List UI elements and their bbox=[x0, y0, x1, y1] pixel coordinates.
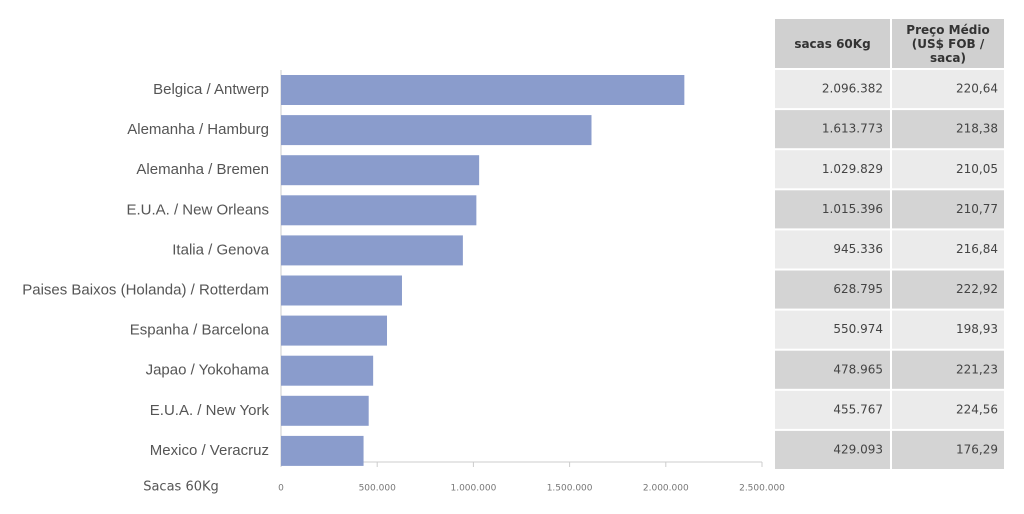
table-price: 210,05 bbox=[956, 162, 998, 176]
bar bbox=[281, 275, 402, 306]
table-price: 220,64 bbox=[956, 82, 998, 96]
table-cell bbox=[775, 270, 890, 309]
category-label: E.U.A. / New York bbox=[150, 402, 270, 419]
table-header: sacas 60Kg bbox=[794, 36, 871, 51]
x-tick-label: 500.000 bbox=[359, 484, 396, 494]
table-header: Preço Médio (US$ FOB / saca) bbox=[906, 22, 990, 65]
x-tick-label: 2.000.000 bbox=[643, 484, 689, 494]
table-cell bbox=[775, 390, 890, 429]
x-tick-label: 0 bbox=[278, 484, 284, 494]
bar bbox=[281, 115, 592, 146]
bar bbox=[281, 235, 463, 266]
bar bbox=[281, 75, 685, 105]
bar bbox=[281, 155, 480, 186]
table-cell bbox=[775, 150, 890, 189]
x-tick-label: 1.000.000 bbox=[450, 484, 496, 494]
table-value: 455.767 bbox=[833, 402, 883, 416]
table-header-cell bbox=[775, 19, 890, 68]
x-tick-label: 2.500.000 bbox=[739, 484, 785, 494]
table-header-text: Preço Médio (US$ FOB / saca) bbox=[906, 22, 990, 65]
table-value: 1.015.396 bbox=[822, 202, 883, 216]
category-label: Mexico / Veracruz bbox=[150, 442, 269, 459]
table-header-text: sacas 60Kg bbox=[794, 36, 871, 51]
table-cell bbox=[775, 70, 890, 109]
x-axis-label: Sacas 60Kg bbox=[143, 480, 219, 495]
table-value: 945.336 bbox=[833, 242, 883, 256]
table-cell bbox=[892, 310, 1004, 349]
category-label: E.U.A. / New Orleans bbox=[126, 201, 269, 218]
category-label: Alemanha / Bremen bbox=[136, 161, 269, 178]
table-value: 1.613.773 bbox=[822, 122, 883, 136]
table-price: 222,92 bbox=[956, 282, 998, 296]
table-price: 210,77 bbox=[956, 202, 998, 216]
bar bbox=[281, 195, 477, 226]
bar bbox=[281, 315, 388, 346]
table-value: 478.965 bbox=[833, 362, 883, 376]
category-label: Paises Baixos (Holanda) / Rotterdam bbox=[22, 281, 269, 298]
table-cell bbox=[892, 70, 1004, 109]
table-value: 1.029.829 bbox=[822, 162, 883, 176]
category-label: Italia / Genova bbox=[172, 241, 269, 258]
category-label: Espanha / Barcelona bbox=[130, 322, 270, 339]
table-cell bbox=[892, 230, 1004, 269]
table-price: 216,84 bbox=[956, 242, 998, 256]
table-price: 221,23 bbox=[956, 362, 998, 376]
bar bbox=[281, 355, 374, 386]
table-price: 224,56 bbox=[956, 402, 998, 416]
table-value: 2.096.382 bbox=[822, 82, 883, 96]
table-price: 198,93 bbox=[956, 322, 998, 336]
table-header-cell bbox=[892, 19, 1004, 68]
x-tick-label: 1.500.000 bbox=[547, 484, 593, 494]
table-cell bbox=[775, 350, 890, 389]
table-price: 176,29 bbox=[956, 442, 998, 456]
bar bbox=[281, 395, 369, 426]
table-cell bbox=[892, 190, 1004, 229]
table-cell bbox=[775, 230, 890, 269]
category-label: Belgica / Antwerp bbox=[153, 81, 269, 98]
table-cell bbox=[775, 190, 890, 229]
table-value: 429.093 bbox=[833, 442, 883, 456]
table-cell bbox=[892, 430, 1004, 469]
table-cell bbox=[892, 350, 1004, 389]
table-cell bbox=[892, 270, 1004, 309]
table-cell bbox=[775, 430, 890, 469]
category-label: Alemanha / Hamburg bbox=[127, 121, 269, 138]
table-cell bbox=[892, 390, 1004, 429]
table-value: 628.795 bbox=[833, 282, 883, 296]
table-cell bbox=[775, 310, 890, 349]
table-cell bbox=[892, 110, 1004, 149]
bar bbox=[281, 435, 364, 466]
table-cell bbox=[892, 150, 1004, 189]
category-label: Japao / Yokohama bbox=[146, 362, 270, 379]
table-price: 218,38 bbox=[956, 122, 998, 136]
table-value: 550.974 bbox=[833, 322, 883, 336]
table-cell bbox=[775, 110, 890, 149]
